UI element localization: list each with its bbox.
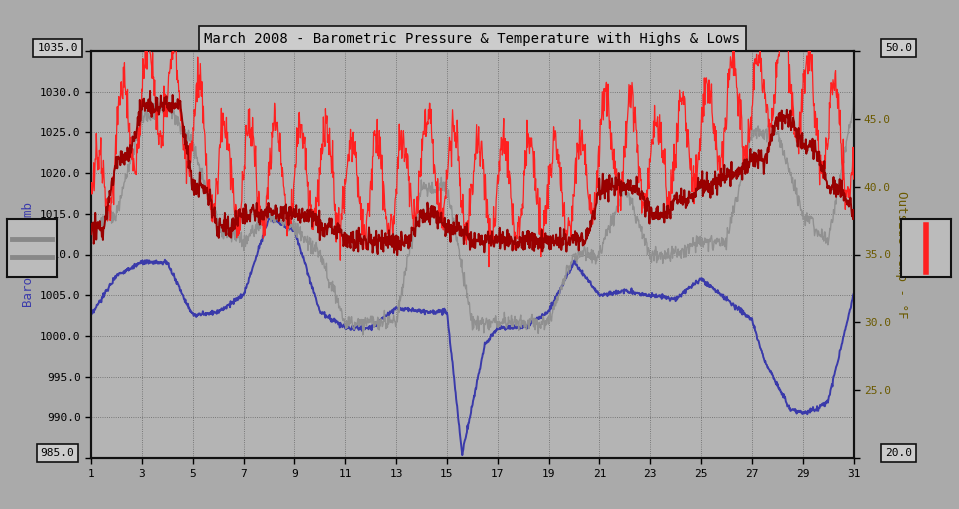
Y-axis label: Outside Temp - °F: Outside Temp - °F <box>895 191 907 318</box>
Y-axis label: Barometer - mb: Barometer - mb <box>22 202 35 307</box>
Text: 50.0: 50.0 <box>885 43 912 53</box>
Text: 1035.0: 1035.0 <box>37 43 78 53</box>
Title: March 2008 - Barometric Pressure & Temperature with Highs & Lows: March 2008 - Barometric Pressure & Tempe… <box>204 32 740 46</box>
Text: 985.0: 985.0 <box>40 448 75 458</box>
Text: 20.0: 20.0 <box>885 448 912 458</box>
